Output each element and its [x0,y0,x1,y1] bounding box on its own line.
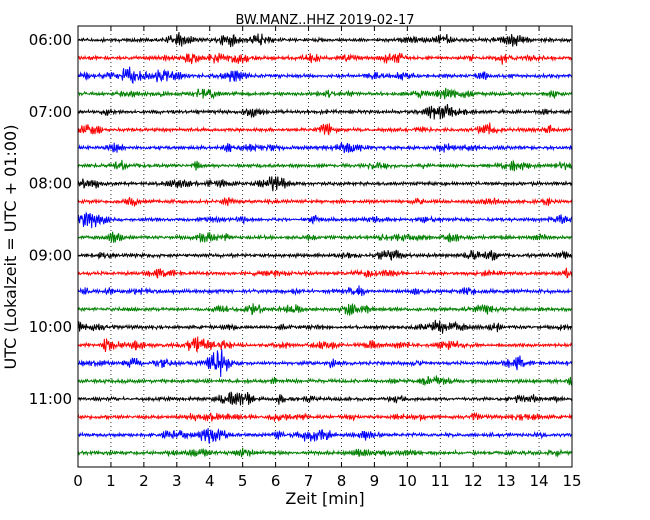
seismic-trace [77,196,573,207]
x-tick-label: 11 [431,472,450,490]
x-axis-label: Zeit [min] [285,489,364,508]
x-tick-label: 4 [205,472,215,490]
seismic-trace [77,176,573,192]
seismic-trace [77,319,573,334]
y-axis-label: UTC (Lokalzeit = UTC + 01:00) [1,125,20,370]
seismic-trace [77,211,573,229]
x-tick-label: 8 [337,472,347,490]
x-tick-label: 7 [304,472,314,490]
x-tick-label: 1 [106,472,116,490]
plot-frame [77,25,573,468]
y-tick-label: 08:00 [29,175,72,193]
seismic-trace [77,122,573,136]
seismic-trace [77,231,573,244]
seismic-trace [77,66,573,85]
grid-lines [110,26,540,467]
seismic-trace [77,87,573,100]
seismic-traces [77,32,573,458]
x-tick-label: 10 [398,472,417,490]
seismic-trace [77,375,573,387]
seismic-trace [77,427,573,444]
x-tick-label: 14 [530,472,549,490]
x-tick-label: 12 [464,472,483,490]
x-tick-label: 6 [271,472,281,490]
x-tick-label: 13 [497,472,516,490]
y-tick-label: 06:00 [29,31,72,49]
seismic-trace [77,104,573,120]
y-tick-label: 09:00 [29,246,72,264]
chart-title: BW.MANZ..HHZ 2019-02-17 [235,13,414,28]
y-tick-label: 10:00 [29,318,72,336]
y-tick-label: 07:00 [29,103,72,121]
seismic-trace [77,411,573,423]
x-tick-label: 15 [562,472,581,490]
x-tick-label: 5 [238,472,248,490]
x-tick-label: 2 [139,472,149,490]
x-tick-label: 3 [172,472,182,490]
seismic-trace [77,52,573,65]
seismic-trace [77,349,573,377]
seismic-trace [77,32,573,48]
y-axis-ticks: 06:00 07:00 08:00 09:00 10:00 11:00 [29,31,572,408]
seismic-trace [77,391,573,406]
x-axis-ticks: 0 1 2 3 4 5 6 7 8 9 10 11 12 13 14 15 [73,26,582,490]
seismic-trace [77,267,573,279]
seismic-trace [77,336,573,354]
seismic-trace [77,447,573,458]
x-tick-label: 0 [73,472,83,490]
x-tick-label: 9 [370,472,380,490]
y-tick-label: 11:00 [29,390,72,408]
seismic-trace [77,285,573,297]
seismic-trace [77,141,573,154]
seismic-trace [77,249,573,262]
seismic-trace [77,159,573,172]
seismic-trace [77,303,573,316]
